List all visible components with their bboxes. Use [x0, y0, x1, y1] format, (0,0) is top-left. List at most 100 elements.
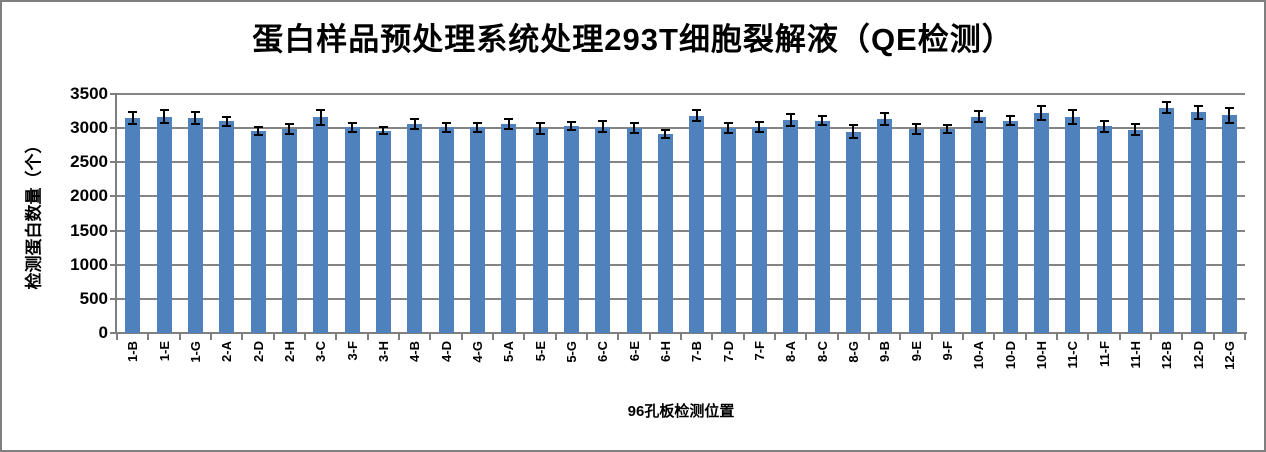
error-bar-cap-bottom — [1130, 133, 1140, 136]
x-tick-label: 7-D — [720, 341, 736, 362]
bar — [219, 121, 235, 333]
x-tick-label: 9-E — [908, 341, 924, 362]
error-bar-cap-bottom — [1036, 118, 1046, 121]
x-axis-line — [110, 332, 1247, 334]
error-bar-line — [445, 123, 447, 132]
x-tick-label: 8-G — [845, 341, 861, 363]
x-axis-tick — [179, 334, 181, 340]
error-bar-cap-top — [786, 112, 796, 115]
x-axis-tick — [1119, 334, 1121, 340]
error-bar-line — [727, 123, 729, 133]
error-bar-line — [1165, 102, 1168, 114]
x-axis-tick — [461, 334, 463, 340]
bar — [908, 128, 924, 333]
bar — [1033, 113, 1049, 333]
bar — [1159, 107, 1175, 333]
x-tick-label: 5-E — [532, 341, 548, 362]
x-axis-tick — [1213, 334, 1215, 340]
error-bar-cap-top — [1224, 106, 1234, 109]
error-bar-line — [946, 124, 949, 133]
bar — [1221, 115, 1237, 333]
error-bar-line — [1228, 107, 1231, 123]
error-bar-cap-bottom — [848, 136, 858, 139]
gridline — [117, 93, 1245, 95]
gridline — [117, 229, 1245, 232]
y-axis-tick — [110, 93, 116, 95]
error-bar-line — [601, 121, 604, 133]
bar — [877, 119, 893, 333]
x-axis-tick — [899, 334, 901, 340]
error-bar-cap-top — [566, 120, 576, 123]
bar — [281, 128, 297, 333]
x-tick-label: 1-E — [156, 341, 172, 362]
x-axis-tick — [555, 334, 557, 340]
y-tick-label: 3500 — [70, 84, 108, 103]
x-axis-tick — [1150, 334, 1152, 340]
bar — [469, 127, 485, 333]
error-bar-line — [977, 111, 980, 122]
x-tick-label: 8-A — [783, 341, 799, 362]
x-tick-label: 2-A — [219, 341, 235, 362]
x-tick-label: 4-G — [469, 341, 485, 363]
error-bar-cap-top — [911, 123, 921, 126]
error-bar-line — [539, 122, 541, 134]
x-tick-label: 10-A — [971, 341, 987, 370]
error-bar-cap-top — [848, 124, 858, 127]
y-axis-tick — [110, 332, 116, 334]
y-tick-label: 0 — [98, 323, 108, 342]
plot-area — [117, 93, 1245, 333]
error-bar-cap-top — [253, 125, 263, 128]
x-tick-label: 11-F — [1096, 341, 1112, 368]
x-axis-tick — [335, 334, 337, 340]
x-axis-tick — [617, 334, 619, 340]
bar — [657, 133, 673, 333]
error-bar-cap-bottom — [629, 131, 639, 134]
x-axis-tick — [805, 334, 807, 340]
error-bar-cap-top — [190, 110, 200, 113]
error-bar-line — [789, 113, 792, 127]
x-axis-tick — [962, 334, 964, 340]
error-bar-cap-top — [1005, 114, 1015, 117]
error-bar-cap-top — [974, 110, 984, 113]
error-bar-line — [852, 125, 855, 138]
error-bar-cap-top — [378, 126, 388, 129]
error-bar-cap-top — [660, 128, 670, 131]
bar — [783, 119, 799, 333]
bar — [751, 126, 767, 333]
bar — [125, 117, 141, 333]
chart-title-part1: 蛋白样品预处理系统处理 — [252, 22, 605, 58]
error-bar-cap-bottom — [974, 120, 984, 123]
bar — [1002, 120, 1018, 333]
bar — [1127, 129, 1143, 333]
x-tick-label: 3-C — [313, 341, 329, 362]
error-bar-line — [915, 124, 917, 134]
error-bar-cap-top — [159, 109, 169, 112]
x-axis-tick — [429, 334, 431, 340]
error-bar-cap-bottom — [378, 133, 388, 136]
x-tick-label: 7-F — [751, 341, 767, 361]
error-bar-cap-top — [723, 122, 733, 125]
x-axis-tick — [993, 334, 995, 340]
x-axis-tick — [273, 334, 275, 340]
error-bar-line — [507, 119, 510, 129]
x-tick-label: 1-G — [187, 341, 203, 363]
chart-title: 蛋白样品预处理系统处理293T细胞裂解液（QE检测） — [2, 14, 1264, 59]
bar — [313, 117, 329, 333]
y-axis-line — [115, 93, 117, 334]
error-bar-cap-bottom — [1068, 123, 1078, 126]
error-bar-cap-bottom — [1162, 112, 1172, 115]
error-bar-cap-bottom — [754, 130, 764, 133]
error-bar-cap-top — [942, 123, 952, 126]
error-bar-line — [413, 119, 416, 129]
error-bar-cap-bottom — [1224, 121, 1234, 124]
gridline — [117, 195, 1245, 198]
x-tick-label: 3-H — [375, 341, 391, 362]
chart-title-part3: 细胞裂解液（ — [678, 22, 871, 58]
x-axis-tick — [367, 334, 369, 340]
y-tick-label: 2000 — [70, 186, 108, 206]
error-bar-cap-bottom — [942, 131, 952, 134]
y-axis-tick — [110, 229, 116, 232]
error-bar-cap-top — [347, 121, 357, 124]
bar — [1065, 117, 1081, 333]
x-axis-tick — [492, 334, 494, 340]
